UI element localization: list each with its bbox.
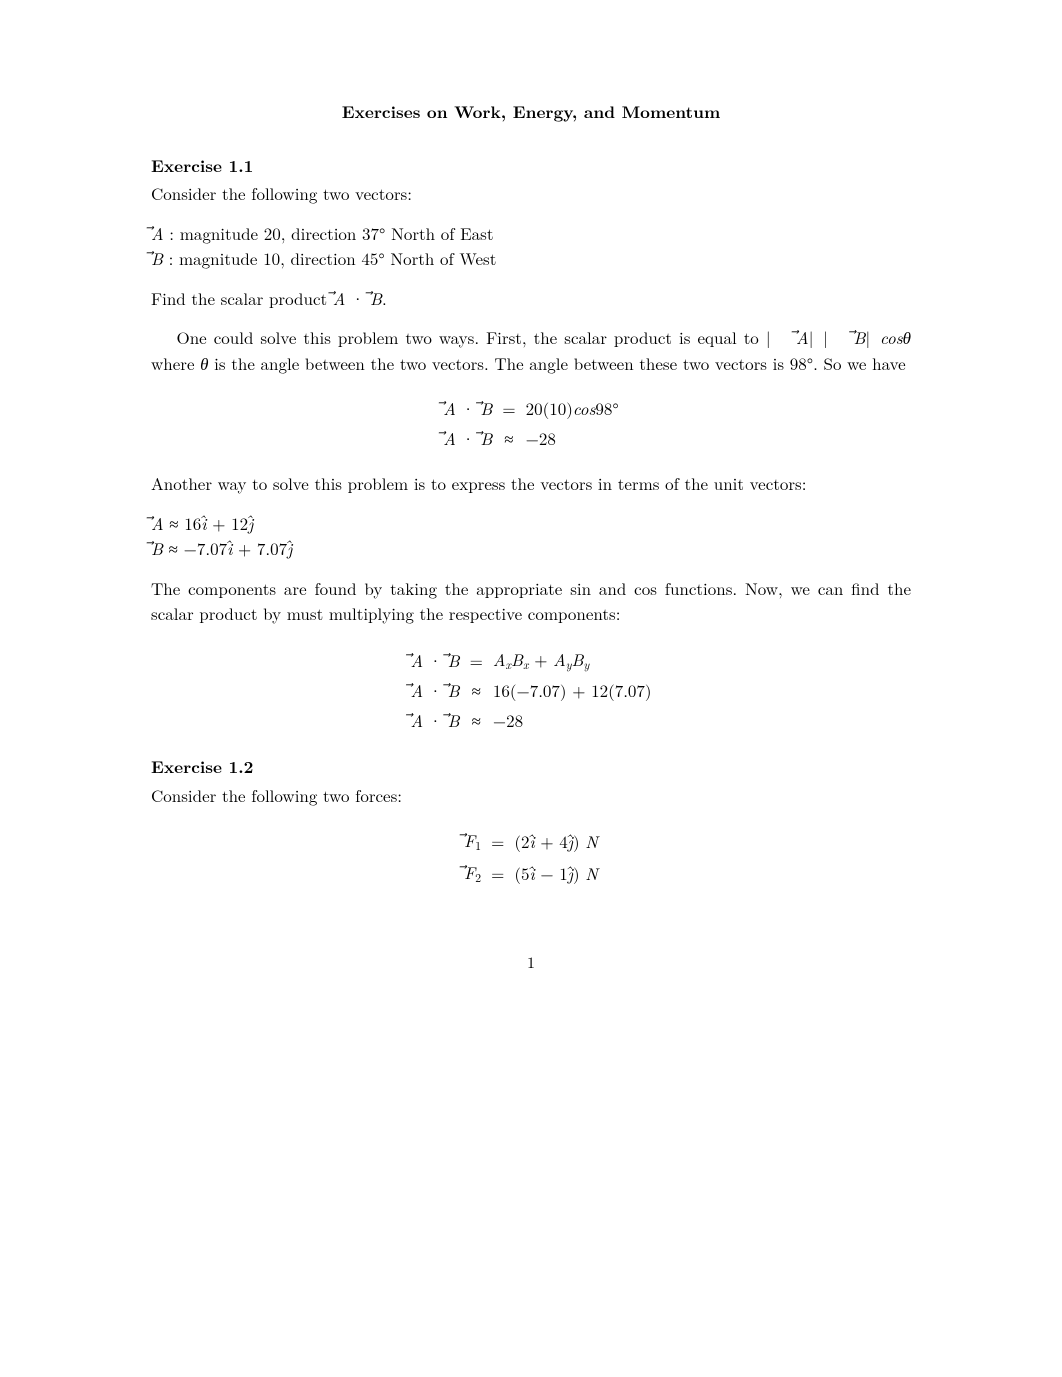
ex1-vec-a: A : magnitude 20, direction 37° North of… [151, 221, 911, 247]
ex1-explain2: The components are found by taking the a… [151, 576, 911, 627]
ex1-comp-a: A ≈ 16i + 12j [151, 511, 911, 537]
ex1-eqn-block-2: A · B = AxBx + AyBy A · B ≈ 16(−7.07) + … [151, 645, 911, 736]
ex1-eqn-block-1: A · B = 20(10)cos98° A · B ≈ −28 [151, 394, 911, 453]
ex1-find: Find the scalar product A · B. [151, 286, 911, 312]
ex1-vec-b: B : magnitude 10, direction 45° North of… [151, 246, 911, 272]
page-title: Exercises on Work, Energy, and Momentum [151, 100, 911, 126]
ex2-intro: Consider the following two forces: [151, 783, 911, 809]
page-number: 1 [151, 950, 911, 974]
ex1-another: Another way to solve this problem is to … [151, 471, 911, 497]
exercise-1-2-heading: Exercise 1.2 [151, 755, 911, 781]
ex1-intro: Consider the following two vectors: [151, 181, 911, 207]
ex1-comp-b: B ≈ −7.07i + 7.07j [151, 536, 911, 562]
exercise-1-1-heading: Exercise 1.1 [151, 154, 911, 180]
ex1-explain1: One could solve this problem two ways. F… [151, 325, 911, 376]
ex2-eqn-block: F1 = (2i + 4j) N F2 = (5i − 1j) N [151, 826, 911, 890]
